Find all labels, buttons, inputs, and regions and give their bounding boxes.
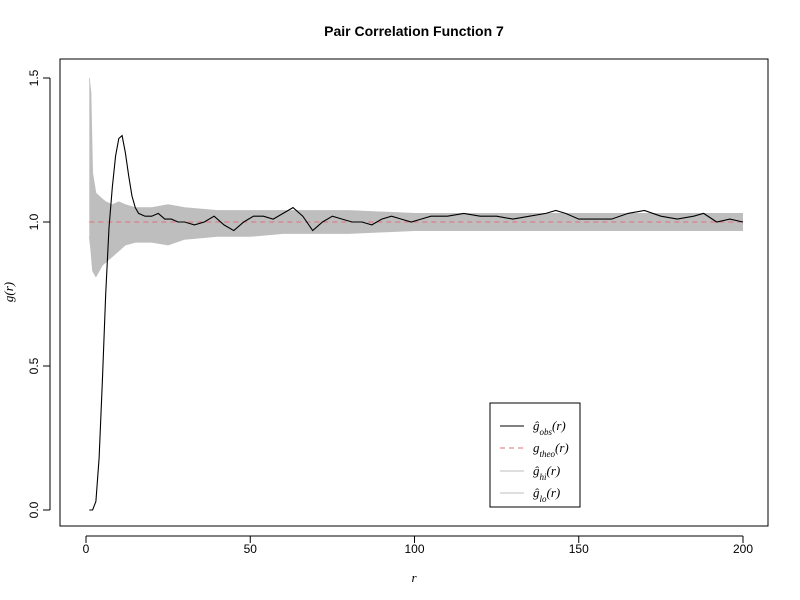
- x-tick-label: 100: [404, 542, 424, 556]
- legend-box: [489, 402, 581, 508]
- plot-frame: [59, 58, 769, 527]
- series-lo-line: [88, 230, 743, 278]
- x-tick-label: 150: [569, 542, 589, 556]
- x-axis-title: r: [411, 570, 417, 585]
- x-tick-label: 0: [83, 542, 90, 556]
- chart-title: Pair Correlation Function 7: [324, 23, 504, 39]
- legend-label: gtheo(r): [533, 440, 569, 459]
- legend-label: ĝlo(r): [533, 485, 560, 504]
- y-tick-label: 1.0: [27, 213, 41, 230]
- y-axis-title: g(r): [1, 282, 16, 302]
- y-tick-label: 0.0: [27, 501, 41, 518]
- y-tick-label: 0.5: [27, 357, 41, 374]
- envelope-band: [89, 78, 744, 277]
- y-tick-label: 1.5: [27, 69, 41, 86]
- legend: ĝobs(r) gtheo(r) ĝhi(r) ĝlo(r): [489, 402, 581, 508]
- x-tick-label: 50: [244, 542, 258, 556]
- series-obs-line: [89, 134, 744, 511]
- y-axis: 0.0 0.5 1.0 1.5: [27, 69, 51, 518]
- x-axis: 0 50 100 150 200: [83, 535, 753, 556]
- x-tick-label: 200: [733, 542, 753, 556]
- legend-label: ĝobs(r): [533, 418, 566, 437]
- series-hi-line: [88, 77, 743, 214]
- observed-layer: [89, 134, 744, 511]
- legend-label: ĝhi(r): [533, 463, 560, 482]
- envelope-layer: [88, 77, 744, 278]
